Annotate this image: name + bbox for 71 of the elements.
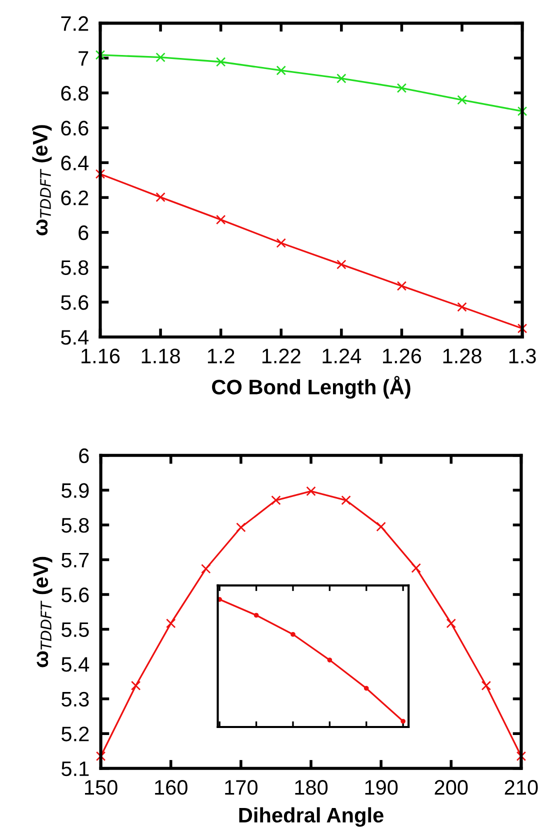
y-tick-label: 6.4 — [61, 156, 89, 170]
y-tick-label: 5.4 — [61, 330, 89, 345]
point — [327, 658, 332, 662]
point — [166, 618, 176, 628]
point — [376, 522, 386, 532]
x-axis-title: Dihedral Angle — [239, 807, 384, 827]
point — [396, 281, 407, 291]
point — [457, 95, 467, 105]
y-tick-label: 7.2 — [61, 16, 88, 31]
x-tick-label: 180 — [295, 780, 328, 795]
point — [156, 192, 166, 202]
point — [290, 632, 296, 637]
point — [156, 52, 166, 62]
x-tick-label: 210 — [504, 780, 538, 795]
x-tick-label: 1.2 — [208, 348, 234, 364]
point — [446, 618, 456, 628]
y-tick-label: 6.2 — [61, 190, 88, 206]
x-tick-label: 150 — [85, 780, 118, 795]
y-tick-label: 7 — [78, 51, 88, 66]
point — [481, 680, 492, 690]
point — [130, 680, 141, 690]
x-tick-label: 190 — [365, 780, 398, 795]
point — [516, 751, 526, 762]
y-tick-label: 5.6 — [62, 588, 89, 602]
y-axis-title: ω$_{TDDFT}$ (eV) — [32, 125, 52, 236]
x-tick-label: 1.26 — [383, 348, 422, 364]
point — [364, 686, 369, 691]
point — [276, 238, 286, 248]
x-tick-label: 200 — [434, 780, 468, 795]
y-tick-label: 5.3 — [62, 692, 89, 707]
y-tick-label: 6.6 — [61, 120, 88, 136]
point — [276, 66, 286, 76]
x-tick-label: 1.18 — [142, 348, 180, 364]
point — [517, 324, 528, 334]
y-tick-label: 5.7 — [62, 552, 89, 568]
point — [201, 564, 211, 574]
point — [341, 495, 351, 506]
x-tick-label: 1.28 — [443, 348, 482, 364]
point — [216, 214, 226, 225]
x-tick-label: 1.16 — [82, 348, 120, 364]
y-tick-label: 6 — [79, 448, 89, 464]
y-tick-label: 5.4 — [62, 657, 90, 672]
y-tick-label: 6.8 — [61, 86, 88, 101]
point — [411, 563, 421, 573]
point — [254, 612, 259, 618]
point — [216, 57, 226, 67]
y-tick-label: 5.2 — [62, 726, 89, 742]
x-tick-label: 1.22 — [262, 348, 300, 364]
y-tick-label: 5.8 — [61, 260, 88, 276]
y-tick-label: 5.8 — [62, 518, 89, 533]
y-tick-label: 5.6 — [61, 295, 88, 310]
point — [396, 83, 407, 93]
y-tick-label: 6 — [78, 225, 88, 240]
y-tick-label: 5.1 — [62, 762, 89, 776]
point — [517, 106, 528, 116]
point — [336, 74, 346, 84]
point — [271, 495, 281, 506]
x-tick-label: 170 — [225, 780, 258, 795]
y-axis-title: ω$_{TDDFT}$ (eV) — [32, 556, 52, 668]
x-tick-label: 1.24 — [322, 348, 362, 364]
point — [96, 751, 106, 762]
y-tick-label: 5.9 — [62, 483, 89, 498]
y-tick-label: 5.5 — [62, 622, 89, 638]
point — [336, 260, 346, 270]
point — [400, 718, 406, 724]
point — [236, 522, 246, 532]
x-axis-title: CO Bond Length (Å) — [212, 376, 410, 399]
x-tick-label: 1.3 — [509, 348, 536, 364]
point — [457, 302, 467, 312]
point — [306, 486, 316, 496]
x-tick-label: 160 — [155, 780, 188, 795]
